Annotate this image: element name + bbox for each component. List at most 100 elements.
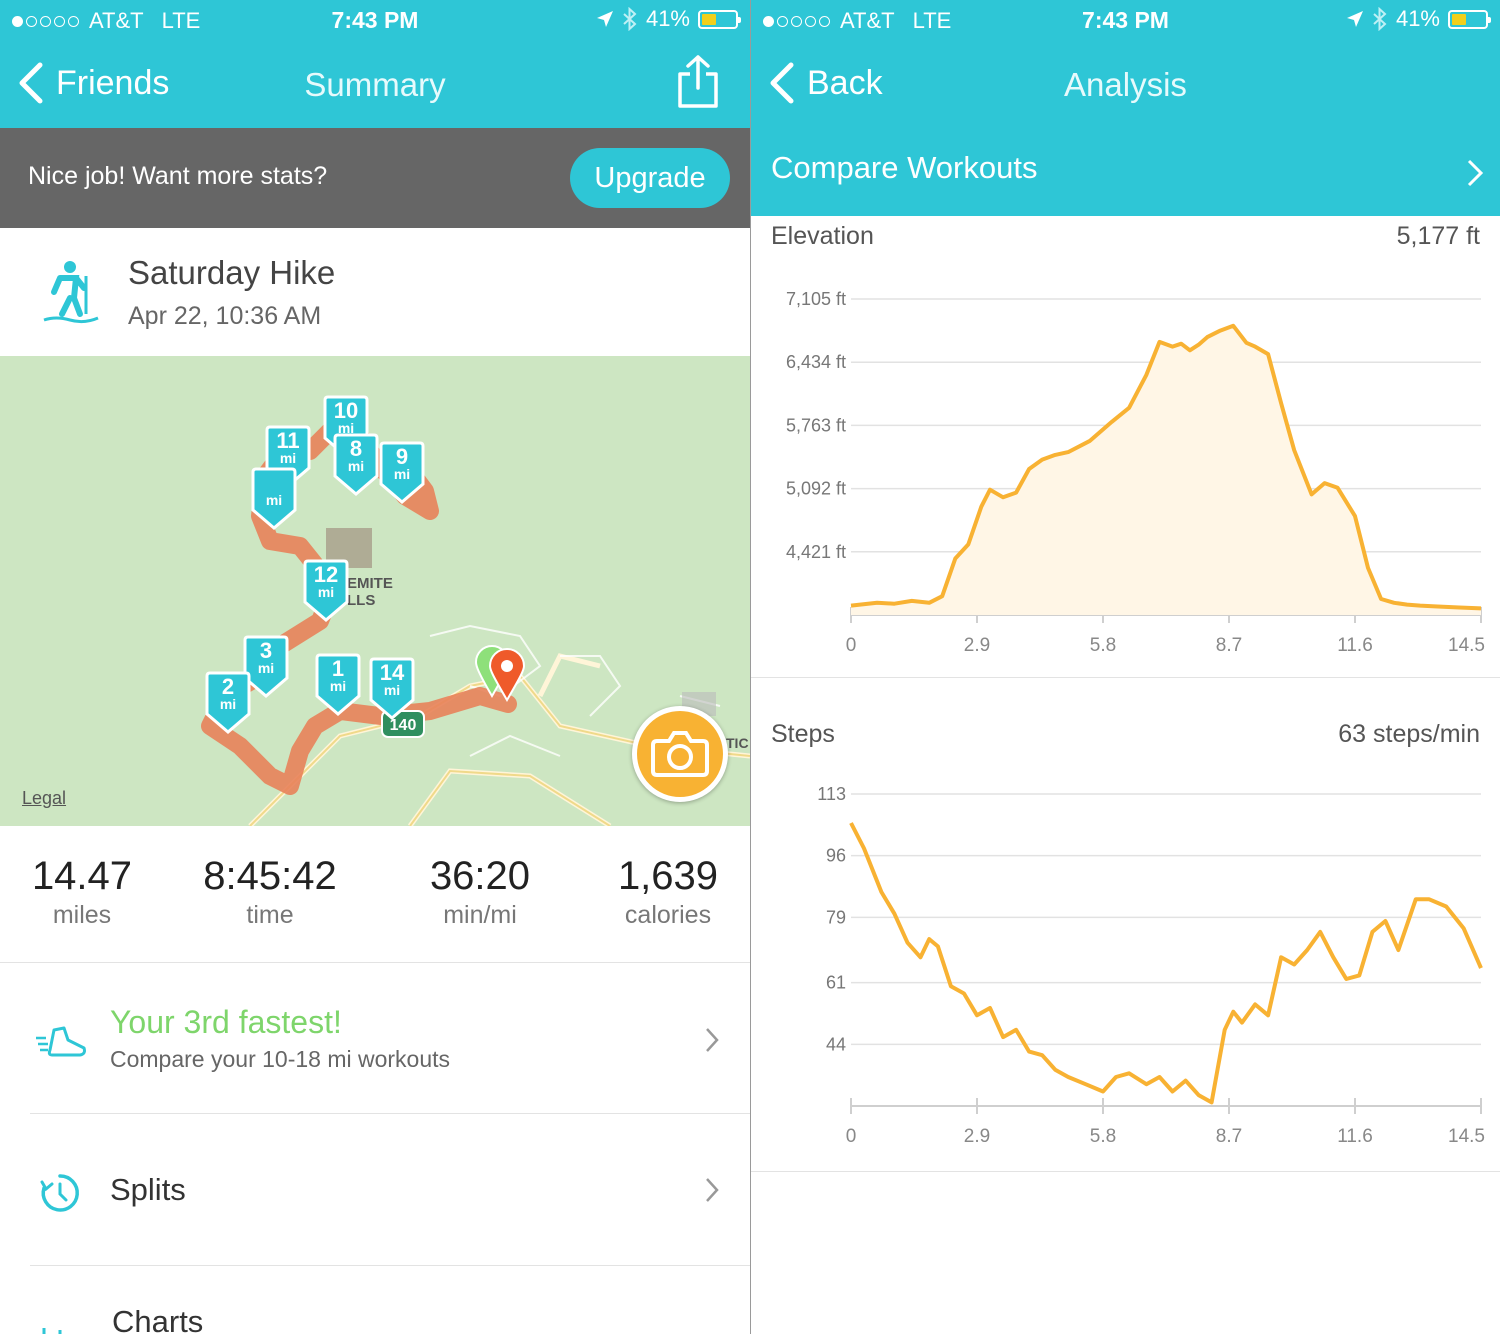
charts-row[interactable]: Charts	[0, 1266, 750, 1334]
mile-marker[interactable]: 2 mi	[204, 670, 252, 736]
fastest-subtitle: Compare your 10-18 mi workouts	[110, 1046, 451, 1072]
y-tick-label: 61	[826, 973, 846, 993]
splits-row[interactable]: Splits	[0, 1114, 750, 1265]
mile-marker[interactable]: 1 mi	[314, 652, 362, 718]
elevation-title: Elevation	[771, 222, 874, 250]
x-tick-label: 0	[846, 635, 857, 656]
mile-marker-number: 8	[349, 436, 363, 461]
y-tick-label: 4,421 ft	[786, 542, 846, 562]
nav-bar: Back Analysis	[751, 42, 1500, 128]
status-bar: AT&T LTE 7:43 PM 41%	[751, 0, 1500, 42]
back-button[interactable]: Back	[769, 62, 883, 104]
chart-divider	[751, 677, 1500, 678]
mile-marker-unit: mi	[347, 458, 365, 474]
x-tick-label: 5.8	[1090, 635, 1116, 656]
stat-value: 14.47	[31, 854, 133, 898]
network-type: LTE	[161, 8, 201, 33]
steps-chart: 113 96 79 61 44 0 2.9 5.8 8.7 11.6 14.5	[817, 784, 1485, 1147]
charts-label: Charts	[112, 1304, 204, 1334]
legal-link[interactable]: Legal	[22, 788, 67, 808]
camera-icon	[651, 731, 709, 777]
signal-strength-icon	[12, 15, 79, 27]
nav-bar: Friends Summary	[0, 42, 750, 128]
mile-marker-number: 11	[276, 428, 300, 453]
back-label: Friends	[56, 63, 170, 102]
stat-value: 1,639	[617, 854, 719, 898]
stat-value: 36:20	[429, 854, 531, 898]
mile-marker-unit: mi	[219, 696, 237, 712]
elevation-area	[851, 325, 1481, 615]
mile-marker[interactable]: mi	[250, 466, 298, 532]
edge-place-label: TIC	[726, 735, 749, 751]
chevron-left-icon	[770, 62, 794, 104]
battery-percent: 41%	[645, 6, 690, 31]
mile-marker[interactable]: 3 mi	[242, 634, 290, 700]
x-tick-label: 8.7	[1216, 635, 1242, 656]
mile-marker-unit: mi	[317, 584, 335, 600]
screen-divider	[750, 0, 751, 1334]
bluetooth-icon	[1373, 7, 1387, 31]
back-button[interactable]: Friends	[18, 62, 169, 104]
activity-title: Saturday Hike	[128, 254, 336, 291]
x-tick-label: 14.5	[1448, 1126, 1485, 1147]
elevation-line	[850, 323, 1482, 611]
share-button[interactable]	[676, 54, 720, 115]
carrier: AT&T LTE	[763, 8, 951, 34]
stat-calories: 1,639 calories	[608, 854, 728, 930]
chart-icon	[42, 1328, 62, 1334]
x-tick-label: 11.6	[1337, 1126, 1373, 1147]
carrier-name: AT&T	[840, 8, 895, 33]
place-label-2: LLS	[347, 592, 375, 609]
place-label-1: EMITE	[347, 575, 393, 592]
clock: 7:43 PM	[1082, 7, 1169, 33]
mile-marker-unit: mi	[329, 678, 347, 694]
stat-pace: 36:20 min/mi	[418, 854, 542, 930]
mile-marker-unit: mi	[279, 450, 297, 466]
x-tick-label: 11.6	[1337, 635, 1373, 656]
status-bar: AT&T LTE 7:43 PM 41%	[0, 0, 750, 42]
compare-workouts-label: Compare Workouts	[771, 150, 1038, 185]
stat-label: time	[246, 901, 294, 929]
fastest-row[interactable]: Your 3rd fastest! Compare your 10-18 mi …	[0, 964, 750, 1114]
analysis-screen: AT&T LTE 7:43 PM 41% Back Analysis Compa…	[751, 0, 1500, 1334]
upgrade-button[interactable]: Upgrade	[570, 148, 730, 208]
mile-marker[interactable]: 9 mi	[378, 440, 426, 506]
activity-date: Apr 22, 10:36 AM	[128, 302, 322, 330]
location-arrow-icon	[1346, 11, 1363, 27]
network-type: LTE	[912, 8, 952, 33]
elevation-chart: 7,105 ft 6,434 ft 5,763 ft 5,092 ft 4,421 ft…	[786, 289, 1485, 656]
elevation-current: 5,177 ft	[1396, 222, 1480, 250]
compare-workouts-row[interactable]: Compare Workouts	[751, 128, 1500, 216]
stat-label: miles	[52, 901, 112, 929]
steps-current: 63 steps/min	[1338, 720, 1480, 748]
x-tick-label: 2.9	[964, 1126, 990, 1147]
bluetooth-icon	[623, 7, 637, 31]
chevron-right-icon	[1467, 159, 1484, 187]
x-tick-label: 8.7	[1216, 1126, 1242, 1147]
mile-marker-unit: mi	[265, 492, 283, 508]
stat-label: min/mi	[443, 901, 517, 929]
y-tick-label: 7,105 ft	[786, 289, 846, 309]
upgrade-banner: Nice job! Want more stats? Upgrade	[0, 128, 750, 228]
mile-marker-number: 3	[259, 638, 273, 663]
mile-marker[interactable]: 14 mi	[368, 656, 416, 722]
y-tick-label: 6,434 ft	[786, 352, 846, 372]
route-map[interactable]: 140 EMITE LLS TIC 10 mi 11 mi 8 mi 9 mi mi 12 mi 3 m…	[0, 356, 750, 826]
summary-screen: AT&T LTE 7:43 PM 41% Friends Summary Nic…	[0, 0, 750, 1334]
carrier: AT&T LTE	[12, 8, 200, 34]
route-sign-label: 140	[390, 717, 417, 734]
hiker-icon	[43, 261, 99, 324]
end-pin-icon	[488, 648, 526, 702]
running-shoe-icon	[36, 1026, 86, 1057]
mile-marker[interactable]: 8 mi	[332, 432, 380, 498]
camera-button[interactable]	[632, 706, 728, 802]
mile-marker-number: 1	[331, 656, 345, 681]
mile-marker-number: 12	[313, 562, 339, 587]
back-label: Back	[807, 63, 883, 102]
stat-label: calories	[624, 901, 712, 929]
mile-marker-number: 14	[379, 660, 405, 685]
mile-marker-unit: mi	[383, 682, 401, 698]
row-divider	[30, 1265, 750, 1266]
mile-marker[interactable]: 12 mi	[302, 558, 350, 624]
splits-label: Splits	[110, 1172, 186, 1207]
